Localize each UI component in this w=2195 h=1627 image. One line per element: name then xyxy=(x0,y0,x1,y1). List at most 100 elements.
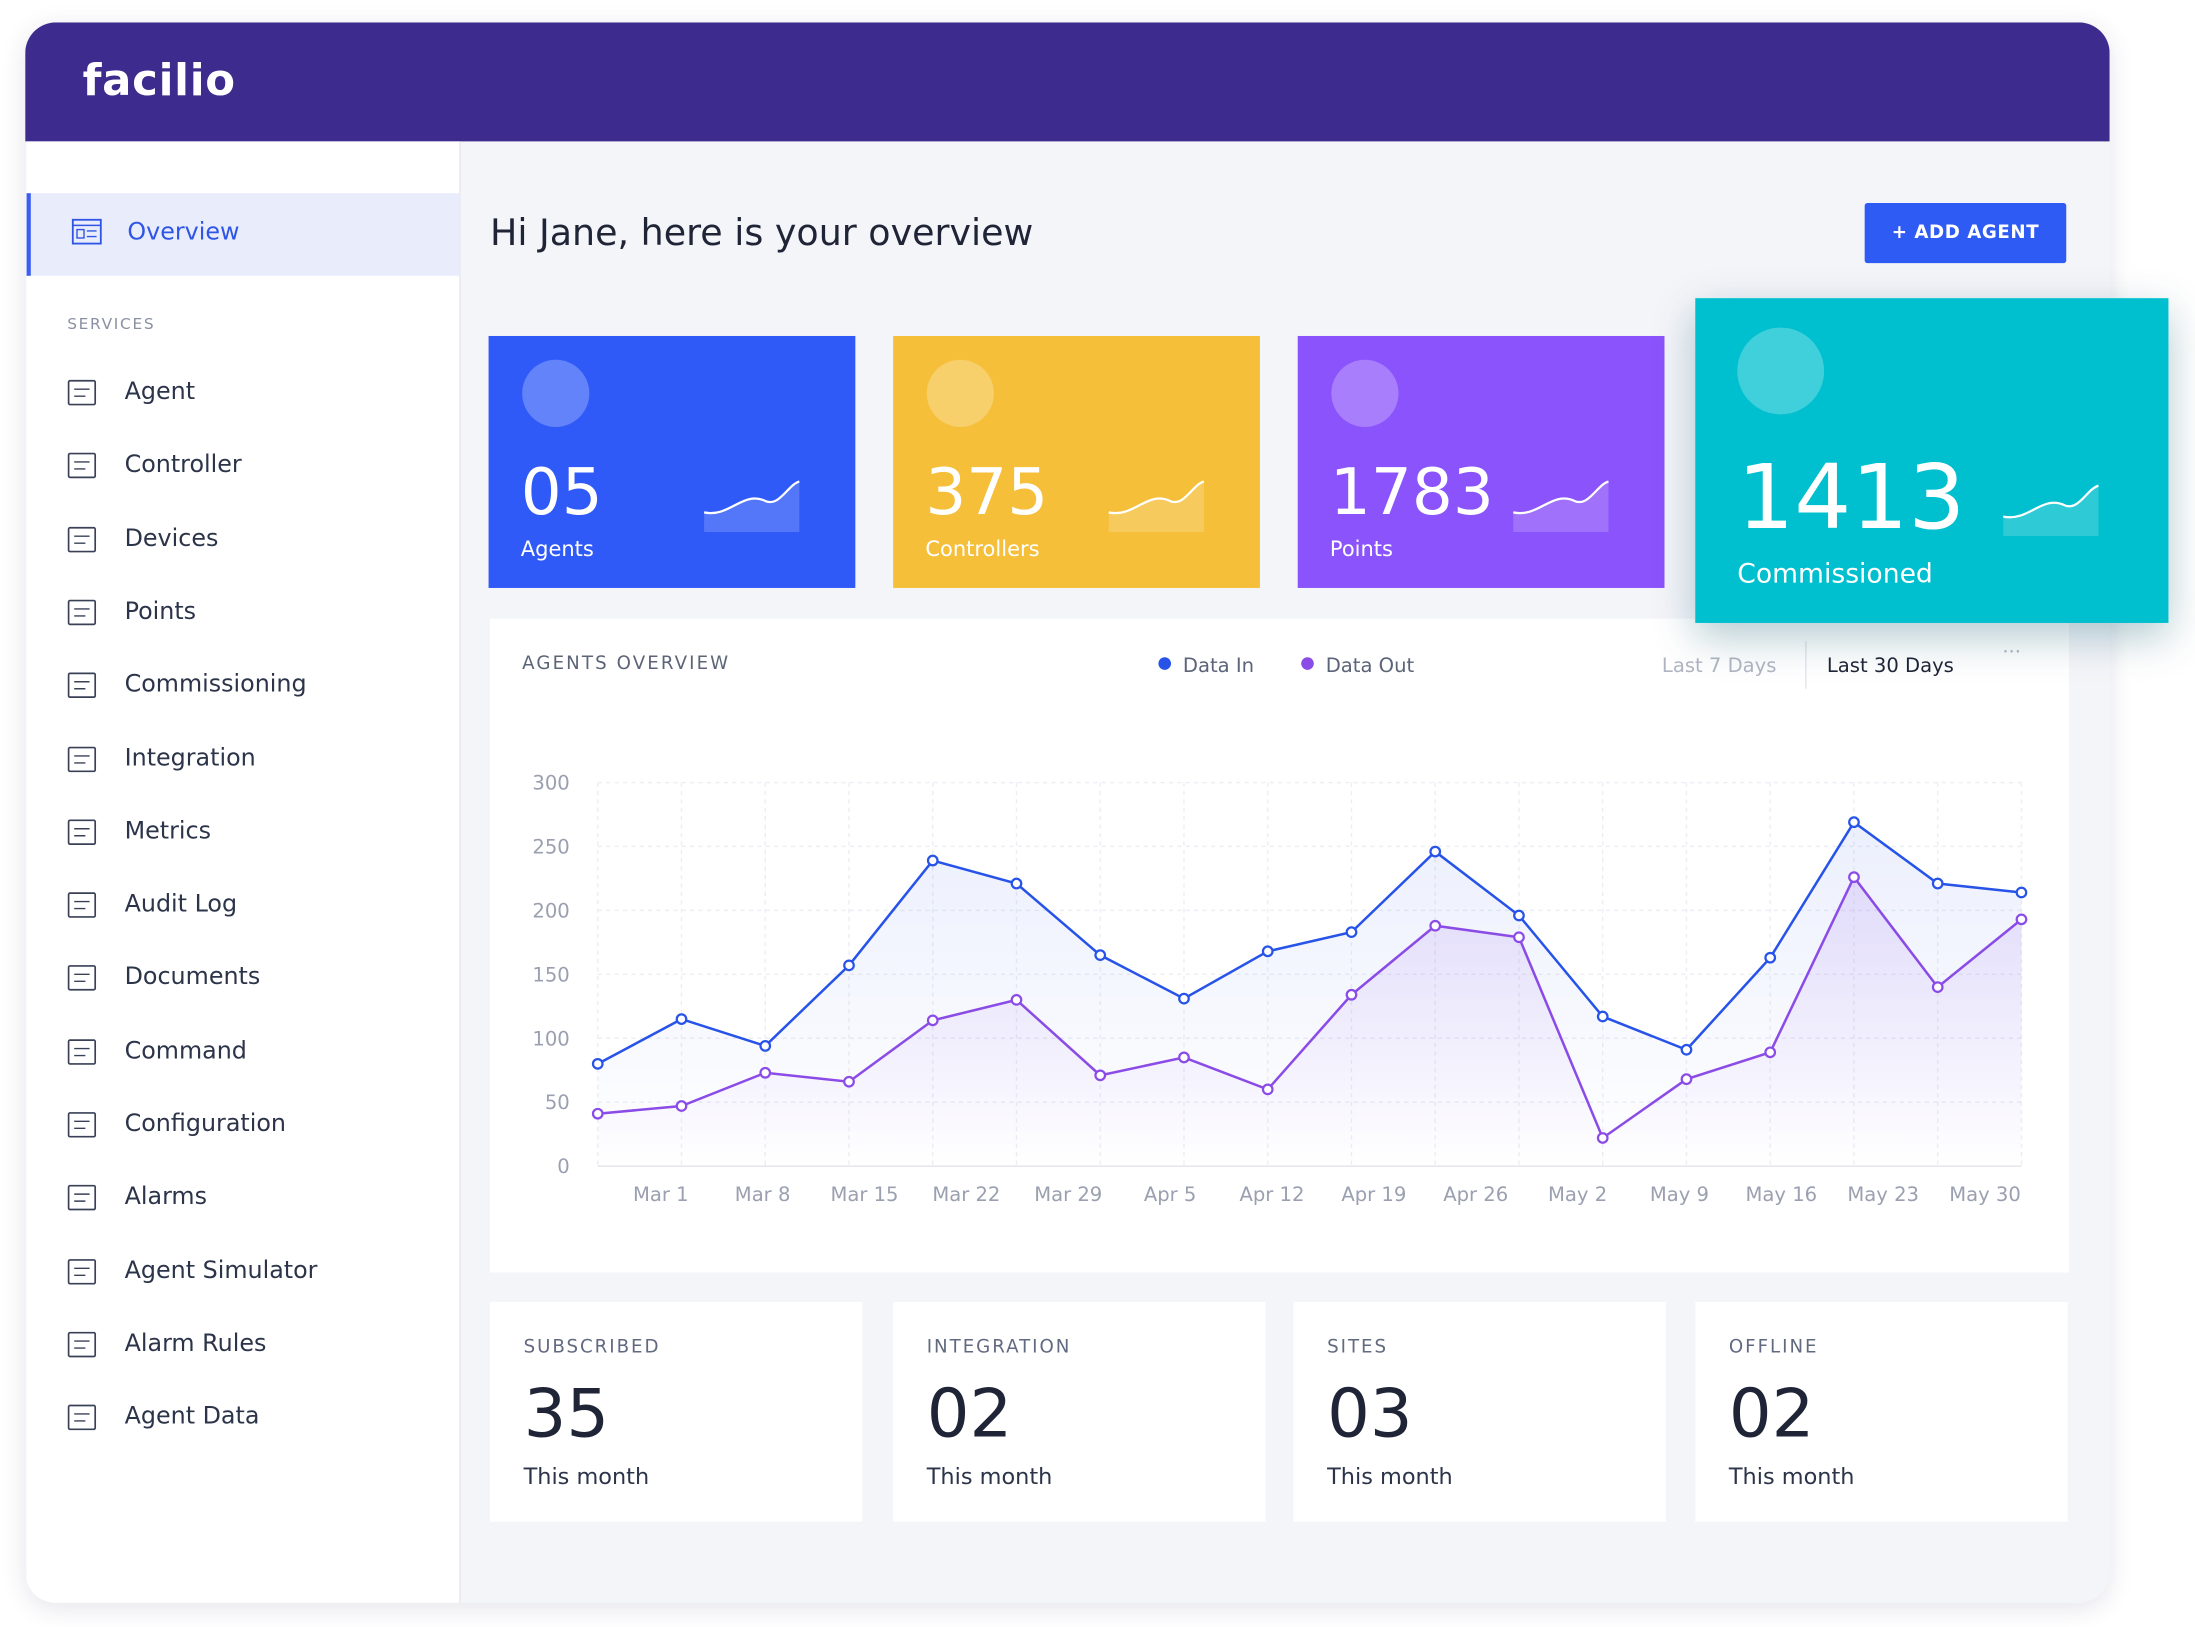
nav-icon xyxy=(67,672,97,699)
summary-value: 02 xyxy=(1728,1374,1815,1454)
nav-item[interactable]: Devices xyxy=(27,512,460,568)
nav-item[interactable]: Documents xyxy=(27,951,460,1007)
point xyxy=(1178,992,1190,1005)
stat-icon xyxy=(1331,359,1399,427)
stat-card[interactable]: 1413 Commissioned xyxy=(1695,298,2169,623)
x-tick-label: Apr 26 xyxy=(1443,1183,1508,1206)
stat-icon xyxy=(926,359,994,427)
nav-icon xyxy=(67,379,97,406)
sparkline xyxy=(703,480,800,532)
stat-card[interactable]: 05 Agents xyxy=(488,335,856,588)
point xyxy=(1178,1051,1190,1064)
nav-item[interactable]: Command xyxy=(27,1024,460,1080)
nav-icon xyxy=(67,1112,97,1138)
point xyxy=(1513,909,1525,922)
nav-item[interactable]: Agent Simulator xyxy=(27,1244,460,1300)
point xyxy=(1261,1083,1274,1096)
x-tick-label: May 2 xyxy=(1548,1183,1607,1206)
nav-icon xyxy=(67,1185,97,1211)
x-tick-label: Apr 19 xyxy=(1341,1183,1406,1206)
nav-label: Audit Log xyxy=(124,890,238,919)
y-tick-label: 50 xyxy=(545,1091,570,1114)
stat-value: 05 xyxy=(520,453,603,530)
top-bar: facilio xyxy=(25,22,2110,142)
icon-shape xyxy=(67,819,97,845)
nav-item[interactable]: Audit Log xyxy=(27,878,460,934)
summary-card: SITES 03 This month xyxy=(1293,1301,1666,1522)
summary-card: SUBSCRIBED 35 This month xyxy=(489,1301,863,1522)
point xyxy=(1764,951,1777,964)
nav-label: Integration xyxy=(124,744,256,773)
nav-item[interactable]: Controller xyxy=(27,439,460,495)
nav-item[interactable]: Alarms xyxy=(27,1171,460,1227)
summary-value: 03 xyxy=(1327,1374,1413,1454)
x-tick-label: Mar 8 xyxy=(735,1183,791,1206)
range-option[interactable]: Last 30 Days xyxy=(1827,654,1954,677)
nav-label: Points xyxy=(124,597,197,626)
nav-icon xyxy=(67,1038,97,1065)
point xyxy=(1094,1069,1107,1082)
nav-label: Agent Simulator xyxy=(124,1256,318,1285)
x-tick-label: Apr 5 xyxy=(1144,1183,1197,1206)
nav-label: Overview xyxy=(127,218,240,247)
stat-card[interactable]: 1783 Points xyxy=(1297,335,1665,588)
nav-icon xyxy=(67,746,97,772)
icon-shape xyxy=(67,672,97,699)
point xyxy=(1429,919,1442,932)
summary-note: This month xyxy=(1327,1462,1453,1490)
point xyxy=(1680,1043,1693,1056)
nav-item[interactable]: Agent xyxy=(27,365,460,421)
point xyxy=(1764,1046,1777,1059)
more-menu[interactable]: ··· xyxy=(2002,640,2021,663)
add-agent-button[interactable]: + ADD AGENT xyxy=(1864,202,2067,264)
nav-label: Agent Data xyxy=(124,1402,260,1431)
sparkline-line xyxy=(2003,484,2099,519)
y-tick-label: 100 xyxy=(532,1027,569,1050)
nav-item[interactable]: Integration xyxy=(27,731,460,787)
logo[interactable]: facilio xyxy=(82,55,236,107)
sparkline xyxy=(1513,480,1609,532)
x-tick-label: May 30 xyxy=(1949,1183,2021,1206)
area xyxy=(597,877,2022,1167)
nav-item[interactable]: Metrics xyxy=(27,805,460,861)
legend-label[interactable]: Data Out xyxy=(1326,654,1415,677)
legend-label[interactable]: Data In xyxy=(1183,654,1254,677)
nav-item[interactable]: Agent Data xyxy=(27,1390,460,1446)
sparkline-area xyxy=(1108,481,1204,532)
summary-value: 35 xyxy=(523,1374,610,1454)
icon-shape xyxy=(67,1185,97,1211)
stat-label: Points xyxy=(1329,536,1393,562)
nav-label: Metrics xyxy=(124,817,211,846)
nav-item[interactable]: Commissioning xyxy=(27,658,460,714)
range-option[interactable]: Last 7 Days xyxy=(1662,654,1777,677)
point xyxy=(591,1107,604,1120)
icon-shape xyxy=(67,965,97,992)
nav-item[interactable]: Configuration xyxy=(27,1098,460,1154)
summary-title: SUBSCRIBED xyxy=(523,1336,661,1358)
stat-card[interactable]: 375 Controllers xyxy=(893,335,1260,588)
y-tick-label: 150 xyxy=(532,963,569,986)
chart-body: AGENTS OVERVIEW Data In Data Out Last 7 Day… xyxy=(522,640,2028,1206)
point xyxy=(1010,994,1023,1006)
chart-title: AGENTS OVERVIEW xyxy=(522,653,730,674)
point xyxy=(759,1040,772,1052)
point xyxy=(1345,926,1358,939)
stat-value: 1413 xyxy=(1737,446,1966,551)
sparkline xyxy=(2003,484,2099,537)
nav-icon xyxy=(67,1331,97,1358)
section-label: SERVICES xyxy=(67,314,156,334)
summary-title: INTEGRATION xyxy=(926,1336,1072,1358)
nav-label: Alarm Rules xyxy=(124,1329,267,1358)
nav-item[interactable]: Points xyxy=(27,585,460,641)
summary-card: INTEGRATION 02 This month xyxy=(893,1301,1266,1522)
y-tick-label: 250 xyxy=(532,835,569,858)
x-tick-label: Mar 29 xyxy=(1034,1183,1102,1206)
nav-item[interactable]: Alarm Rules xyxy=(27,1317,460,1373)
icon-shape xyxy=(67,1258,97,1284)
nav-icon xyxy=(67,526,97,552)
point xyxy=(675,1100,688,1112)
nav-icon xyxy=(67,1404,97,1431)
nav-icon xyxy=(67,892,97,918)
nav-item-active[interactable]: Overview xyxy=(26,193,460,276)
point xyxy=(1848,871,1860,884)
